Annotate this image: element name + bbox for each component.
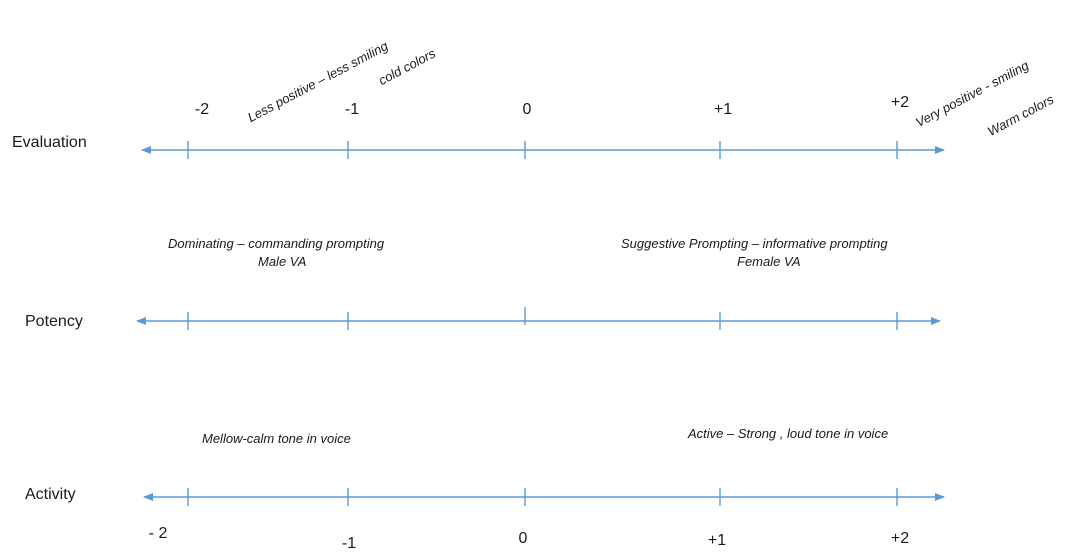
activity-right-annotation: Active – Strong , loud tone in voice	[688, 426, 889, 441]
potency-right-annotation-line1: Suggestive Prompting – informative promp…	[621, 236, 888, 251]
potency-label: Potency	[25, 313, 83, 330]
potency-left-annotation-line2: Male VA	[258, 254, 307, 269]
activity-tick-label-minus-1: -1	[341, 535, 357, 552]
activity-label: Activity	[25, 486, 76, 503]
evaluation-tick-label-minus-2: -2	[194, 101, 210, 118]
potency-right-annotation-line2: Female VA	[737, 254, 801, 269]
activity-tick-label-minus-2: - 2	[148, 525, 168, 542]
evaluation-tick-label-0: 0	[522, 101, 532, 118]
evaluation-tick-label-plus-2: +2	[890, 94, 910, 111]
activity-axis	[143, 488, 945, 506]
evaluation-tick-label-minus-1: -1	[344, 101, 360, 118]
evaluation-axis	[141, 141, 945, 159]
activity-left-annotation: Mellow-calm tone in voice	[202, 431, 351, 446]
evaluation-tick-label-plus-1: +1	[713, 101, 733, 118]
activity-tick-label-0: 0	[518, 530, 528, 547]
activity-tick-label-plus-1: +1	[707, 532, 727, 549]
evaluation-label: Evaluation	[12, 134, 87, 151]
activity-tick-label-plus-2: +2	[890, 530, 910, 547]
potency-left-annotation-line1: Dominating – commanding prompting	[168, 236, 385, 251]
potency-axis	[136, 307, 941, 330]
